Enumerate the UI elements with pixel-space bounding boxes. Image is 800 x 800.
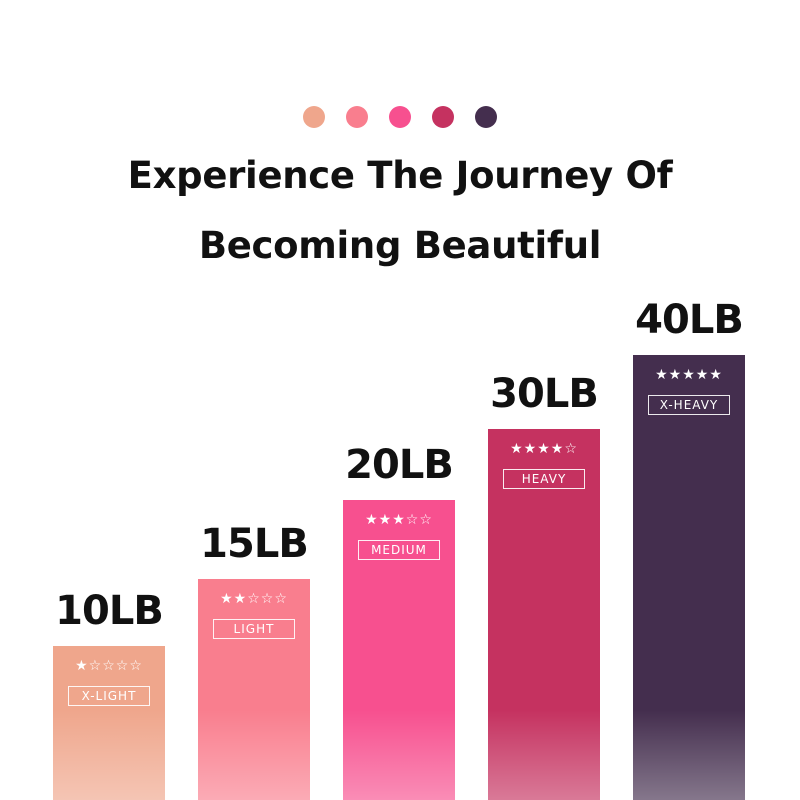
color-dot xyxy=(346,106,368,128)
bar-medium: ★★★☆☆ MEDIUM xyxy=(343,500,455,800)
headline-line-1: Experience The Journey Of xyxy=(127,154,673,197)
color-dot xyxy=(475,106,497,128)
headline-line-2: Becoming Beautiful xyxy=(198,224,602,267)
weight-label: 30LB xyxy=(490,371,599,417)
bar-light: ★★☆☆☆ LIGHT xyxy=(198,579,310,800)
color-dots xyxy=(0,106,800,128)
weight-label: 20LB xyxy=(345,442,454,488)
star-rating: ★★★★★ xyxy=(655,367,723,383)
color-dot xyxy=(389,106,411,128)
color-dot xyxy=(432,106,454,128)
level-label: X-HEAVY xyxy=(648,395,730,415)
weight-label: 15LB xyxy=(200,521,309,567)
weight-label: 40LB xyxy=(635,297,744,343)
bar-x-light: ★☆☆☆☆ X-LIGHT xyxy=(53,646,165,800)
bar-x-heavy: ★★★★★ X-HEAVY xyxy=(633,355,745,800)
color-dot xyxy=(303,106,325,128)
level-label: LIGHT xyxy=(213,619,295,639)
level-label: HEAVY xyxy=(503,469,585,489)
bar-heavy: ★★★★☆ HEAVY xyxy=(488,429,600,800)
level-label: MEDIUM xyxy=(358,540,440,560)
star-rating: ★★☆☆☆ xyxy=(220,591,288,607)
star-rating: ★☆☆☆☆ xyxy=(75,658,143,674)
weight-label: 10LB xyxy=(55,588,164,634)
level-label: X-LIGHT xyxy=(68,686,150,706)
star-rating: ★★★★☆ xyxy=(510,441,578,457)
star-rating: ★★★☆☆ xyxy=(365,512,433,528)
